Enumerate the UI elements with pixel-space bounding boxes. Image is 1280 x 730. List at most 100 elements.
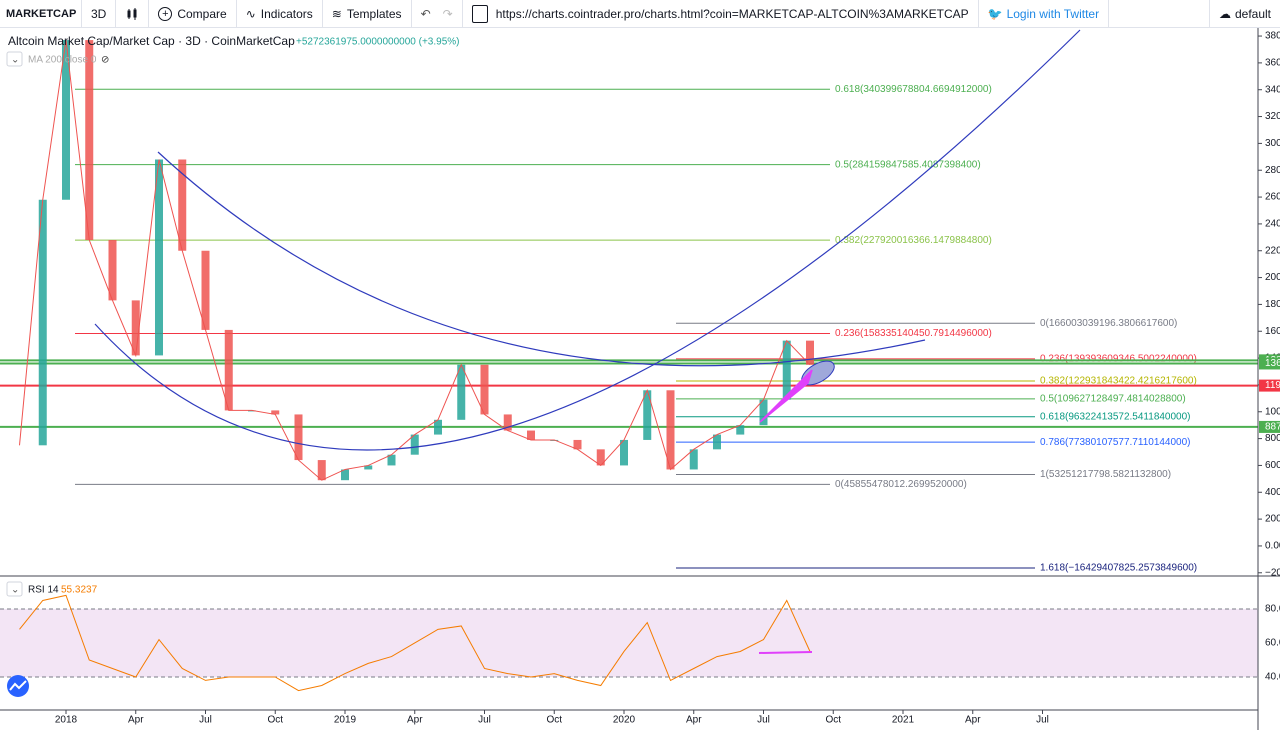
candle [178,159,187,251]
x-tick-label: Jul [199,715,212,726]
price-line-tag [1259,379,1280,392]
x-tick-label: Apr [128,715,144,726]
x-tick-label: Apr [686,715,702,726]
candle [108,240,117,301]
y-tick-label: 280000000000 [1265,165,1280,176]
y-tick-label: 260000000000 [1265,192,1280,203]
url-field[interactable]: https://charts.cointrader.pro/charts.htm… [463,0,979,28]
x-tick-label: Apr [407,715,423,726]
y-tick-label: 60000000000 [1265,460,1280,471]
candle [62,40,70,200]
fib-label: 0.786(77380107577.7110144000) [1040,437,1191,448]
candle [457,364,466,420]
templates-label: Templates [346,6,402,21]
rsi-legend-value: 55.3237 [61,585,98,596]
undo[interactable]: ↶ [420,6,431,21]
undo-redo[interactable]: ↶ ↷ [412,0,463,28]
y-tick-label: 0.00 [1265,541,1280,552]
fib-label: 0.236(158335140450.7914496000) [835,328,992,339]
candle [341,469,349,481]
visibility-icon[interactable]: ⊘ [101,55,109,66]
toolbar: MARKETCAP 3D + Compare ∿ Indicators ≋ Templ… [0,0,1280,28]
indicator-icon: ∿ [245,6,256,21]
candle [782,340,791,400]
trend-marker [759,369,813,423]
x-tick-label: 2021 [892,715,915,726]
x-tick-label: Oct [546,715,562,726]
rsi-legend-name: RSI 14 [28,585,59,596]
fib-label: 0.236(139393609346.5002240000) [1040,354,1197,365]
y-tick-label: 40000000000 [1265,487,1280,498]
y-tick-label: −20000000000 [1265,567,1280,578]
layout-button[interactable]: ☁ default [1210,0,1280,28]
fib-label: 0(166003039196.3806617600) [1040,318,1177,329]
redo[interactable]: ↷ [442,6,453,21]
axes: 380000000000 360000000000 340000000000 3200… [55,31,1280,726]
ma-legend: MA 200 close 0 [28,55,97,66]
price-line-label: 119 [1265,380,1280,391]
fib-label: 0(45855478012.2699520000) [835,479,967,490]
candle [596,449,605,466]
x-tick-label: 2020 [613,715,636,726]
candle [806,340,814,365]
candle [713,434,721,450]
price-line-path [19,40,811,481]
indicators-button[interactable]: ∿ Indicators [237,0,323,28]
candle [736,425,745,435]
compare-button[interactable]: + Compare [149,0,237,28]
url-icon [471,4,488,23]
toolbar-spacer [1109,0,1210,28]
x-tick-label: Oct [267,715,283,726]
x-tick-label: Apr [965,715,981,726]
chart: 0.618(340399678804.6694912000) 0.5(284159… [0,28,1280,730]
fib-label: 0.382(227920016366.1479884800) [835,235,992,246]
symbol[interactable]: MARKETCAP [0,0,82,28]
fib-label: 0.618(96322413572.5411840000) [1040,411,1191,422]
candle [271,410,280,415]
candle [689,449,698,470]
series [19,40,814,692]
candle [317,460,326,481]
candle [155,159,163,356]
candle [527,430,535,440]
indicators-label: Indicators [260,6,313,21]
candle-icon [127,7,137,20]
candle [643,390,652,440]
candle [387,454,396,466]
fib-label: 1(53251217798.5821132800) [1040,469,1171,480]
candle [201,250,210,330]
url-text: https://charts.cointrader.pro/charts.htm… [495,6,969,21]
price-line-label: 887 [1265,422,1280,433]
chart-style-button[interactable] [116,0,150,28]
candle [410,434,419,455]
plus-icon: + [158,6,173,21]
rsi-collapse-icon: ⌄ [11,585,19,596]
candle [573,439,582,450]
rsi-collapse-button[interactable] [6,581,23,597]
price-line-tag [1259,420,1280,433]
rsi-range [0,608,1258,677]
fib-label: 0.618(340399678804.6694912000) [835,84,992,95]
arc-lower [94,29,1081,451]
y-tick-label: 300000000000 [1265,138,1280,149]
fib-label: 0.382(122931843422.4216217600) [1040,376,1197,387]
candle [364,465,373,470]
y-tick-label: 80000000000 [1265,433,1280,444]
y-tick-label: 160000000000 [1265,326,1280,337]
login-button[interactable]: 🐦 Login with Twitter [979,0,1110,28]
collapse-button[interactable] [6,51,23,67]
y-tick-label: 20000000000 [1265,514,1280,525]
y-tick-label: 340000000000 [1265,84,1280,95]
x-tick-label: 2019 [334,715,357,726]
candle [85,40,94,241]
y-tick-label: 200000000000 [1265,272,1280,283]
x-tick-label: Oct [825,715,841,726]
templates-button[interactable]: ≋ Templates [323,0,412,28]
x-tick-label: 2018 [55,715,78,726]
x-tick-label: Jul [1036,715,1049,726]
login-label: Login with Twitter [1006,6,1100,21]
chart-legend-change: +5272361975.0000000000 (+3.95%) [296,37,459,48]
price-line-label: 136 [1265,358,1280,369]
interval[interactable]: 3D [82,0,117,28]
